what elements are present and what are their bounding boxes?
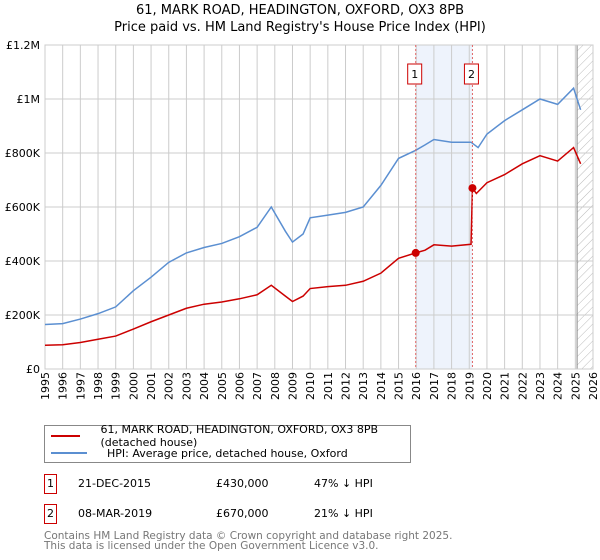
transaction-row: 1 21-DEC-2015 £430,000 47% ↓ HPI xyxy=(44,474,444,494)
x-tick-label: 2008 xyxy=(269,372,282,400)
x-tick-label: 2015 xyxy=(393,372,406,400)
x-tick-label: 1996 xyxy=(57,372,70,400)
y-tick-label: £1.2M xyxy=(6,39,40,52)
sale-badge-label: 2 xyxy=(468,68,475,81)
sale-badge-label: 1 xyxy=(411,68,418,81)
x-tick-label: 2021 xyxy=(499,372,512,400)
x-tick-label: 2012 xyxy=(340,372,353,400)
x-tick-label: 2007 xyxy=(251,372,264,400)
y-tick-label: £400K xyxy=(5,255,41,268)
y-tick-label: £600K xyxy=(5,201,41,214)
price-chart: 1995 1996 1997 1998 1999 2000 2001 2002 2003 2004… xyxy=(5,39,600,400)
legend-label: 61, MARK ROAD, HEADINGTON, OXFORD, OX3 8… xyxy=(100,423,379,449)
plot-frame xyxy=(44,44,594,370)
transaction-row: 2 08-MAR-2019 £670,000 21% ↓ HPI xyxy=(44,504,444,524)
footer-line: Contains HM Land Registry data © Crown c… xyxy=(44,530,453,542)
transaction-delta: 21% ↓ HPI xyxy=(314,507,373,520)
x-tick-label: 2025 xyxy=(569,372,582,400)
y-tick-label: £800K xyxy=(5,147,41,160)
x-tick-label: 2016 xyxy=(410,372,423,400)
x-tick-label: 2006 xyxy=(233,372,246,400)
x-tick-label: 2003 xyxy=(180,372,193,400)
footer-line: This data is licensed under the Open Gov… xyxy=(44,540,379,552)
transaction-delta: 47% ↓ HPI xyxy=(314,477,373,490)
legend-label: HPI: Average price, detached house, Oxfo… xyxy=(107,446,348,460)
transaction-date: 21-DEC-2015 xyxy=(78,477,152,490)
x-tick-label: 1995 xyxy=(39,372,52,400)
sale-badge xyxy=(463,63,479,85)
x-tick-label: 2002 xyxy=(163,372,176,400)
x-tick-label: 2023 xyxy=(534,372,547,400)
x-tick-label: 2001 xyxy=(145,372,158,400)
x-tick-label: 2022 xyxy=(516,372,529,400)
x-tick-label: 2020 xyxy=(481,372,494,400)
footer: Contains HM Land Registry data © Crown c… xyxy=(44,530,453,552)
transaction-date: 08-MAR-2019 xyxy=(78,507,153,520)
series-line xyxy=(44,146,582,346)
y-tick-label: £1M xyxy=(17,93,41,106)
x-tick-label: 2017 xyxy=(428,372,441,400)
x-tick-label: 2026 xyxy=(587,372,600,400)
transaction-badge: 1 xyxy=(44,474,57,494)
x-tick-label: 2018 xyxy=(446,372,459,400)
x-tick-label: 2024 xyxy=(552,372,565,400)
chart-subtitle: Price paid vs. HM Land Registry's House … xyxy=(114,20,486,35)
y-tick-label: £0 xyxy=(26,363,40,376)
sale-point xyxy=(468,184,477,193)
chart-title: 61, MARK ROAD, HEADINGTON, OXFORD, OX3 8… xyxy=(135,3,465,18)
legend: 61, MARK ROAD, HEADINGTON, OXFORD, OX3 8… xyxy=(44,423,411,463)
legend-item-property: 61, MARK ROAD, HEADINGTON, OXFORD, OX3 8… xyxy=(51,423,410,449)
x-tick-label: 2010 xyxy=(304,372,317,400)
x-tick-label: 1999 xyxy=(110,372,123,400)
x-tick-label: 2014 xyxy=(375,372,388,400)
legend-item-hpi: HPI: Average price, detached house, Oxfo… xyxy=(51,445,348,461)
x-tick-label: 2000 xyxy=(127,372,140,400)
sale-badge xyxy=(407,63,423,85)
x-tick-label: 2009 xyxy=(286,372,299,400)
x-tick-label: 1997 xyxy=(74,372,87,400)
transaction-price: £430,000 xyxy=(216,477,269,490)
x-tick-label: 1998 xyxy=(92,372,105,400)
transaction-badge: 2 xyxy=(44,504,57,524)
y-tick-label: £200K xyxy=(5,309,41,322)
series-line xyxy=(44,86,582,326)
x-tick-label: 2011 xyxy=(322,372,335,400)
x-tick-label: 2013 xyxy=(357,372,370,400)
sale-point xyxy=(411,248,420,257)
x-tick-label: 2019 xyxy=(463,372,476,400)
x-tick-label: 2004 xyxy=(198,372,211,400)
x-tick-label: 2005 xyxy=(216,372,229,400)
transaction-price: £670,000 xyxy=(216,507,269,520)
